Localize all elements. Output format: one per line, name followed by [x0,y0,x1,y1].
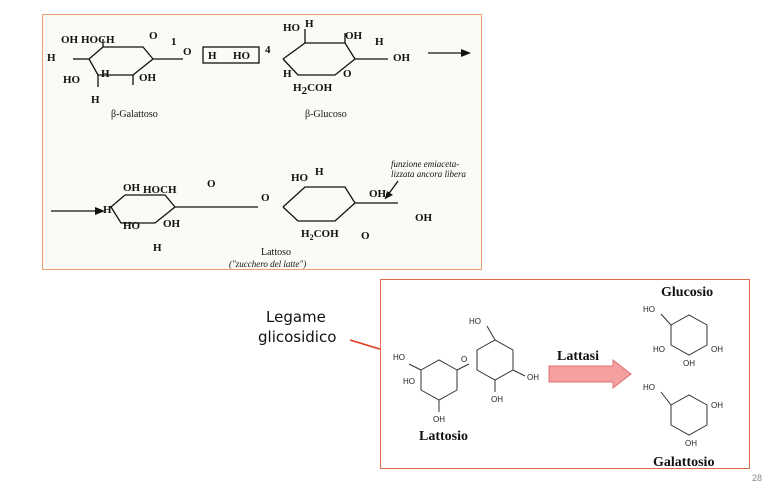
atom-label: HO [63,74,81,86]
atom-label: HO [291,172,309,184]
atom-label: O [207,178,216,190]
atom-label: OH [393,52,411,64]
page-number: 28 [751,473,762,483]
atom-label: OH [139,72,157,84]
atom-label: O [461,355,467,364]
atom-label: H [47,52,56,64]
atom-label: H [103,204,112,216]
atom-label: OH [61,34,79,46]
atom-label: HO [643,305,655,314]
atom-label: OH [685,439,697,448]
atom-label: H [91,94,100,106]
atom-label: H [101,68,110,80]
hemiacetal-note: lizzata ancora libera [391,169,467,179]
glucose-label: Glucosio [661,285,713,300]
atom-label: OH [163,218,181,230]
atom-label: HO [393,353,405,362]
atom-label: H [315,166,324,178]
atom-label: OH [491,395,503,404]
carbon-number: 1 [171,36,177,48]
bond-label-line1: Legame [266,308,326,326]
atom-label: H [305,18,314,30]
atom-label: HO [643,383,655,392]
atom-label: H [153,242,162,254]
enzyme-panel: Lattasi Lattosio Glucosio Galattosio HO … [380,279,750,470]
atom-label: HOCH [81,34,115,46]
atom-label: OH [683,359,695,368]
atom-label: O [149,30,158,42]
atom-label: HOCH [143,184,177,196]
haworth-panel: OH HOCH O H H HO OH H O 1 H HO 4 HO H OH… [42,14,482,270]
atom-label: H [375,36,384,48]
atom-label: OH [123,182,141,194]
atom-label: OH [345,30,363,42]
atom-label: OH [369,188,387,200]
boxed-h: H [208,50,217,62]
atom-label: HO [283,22,301,34]
lactase-diagram: Lattasi Lattosio Glucosio Galattosio HO … [393,285,723,470]
atom-label: OH [415,212,433,224]
atom-label: OH [433,415,445,424]
lactose-label: Lattosio [419,429,468,444]
atom-label: HO [123,220,141,232]
atom-label: O [183,46,192,58]
carbon-number: 4 [265,44,271,56]
atom-label: HO [653,345,665,354]
atom-label: OH [711,401,723,410]
atom-label: H2COH [293,82,333,97]
atom-label: HO [403,377,415,386]
galactose-label: Galattosio [653,455,714,470]
atom-label: OH [711,345,723,354]
haworth-diagram: OH HOCH O H H HO OH H O 1 H HO 4 HO H OH… [47,18,471,269]
lactase-label: Lattasi [557,349,599,364]
atom-label: H [283,68,292,80]
lactose-label: Lattoso [261,247,291,258]
glucose-label: β-Glucoso [305,109,347,120]
atom-label: OH [527,373,539,382]
boxed-ho: HO [233,50,251,62]
atom-label: O [361,230,370,242]
atom-label: H2COH [301,228,339,242]
bond-label-line2: glicosidico [258,328,336,346]
hemiacetal-note: funzione emiaceta- [391,159,459,169]
lactase-arrow [548,358,632,390]
lactose-subtitle: ("zucchero del latte") [229,259,306,269]
atom-label: O [343,68,352,80]
atom-label: O [261,192,270,204]
atom-label: HO [469,317,481,326]
galactose-label: β-Galattoso [111,109,158,120]
